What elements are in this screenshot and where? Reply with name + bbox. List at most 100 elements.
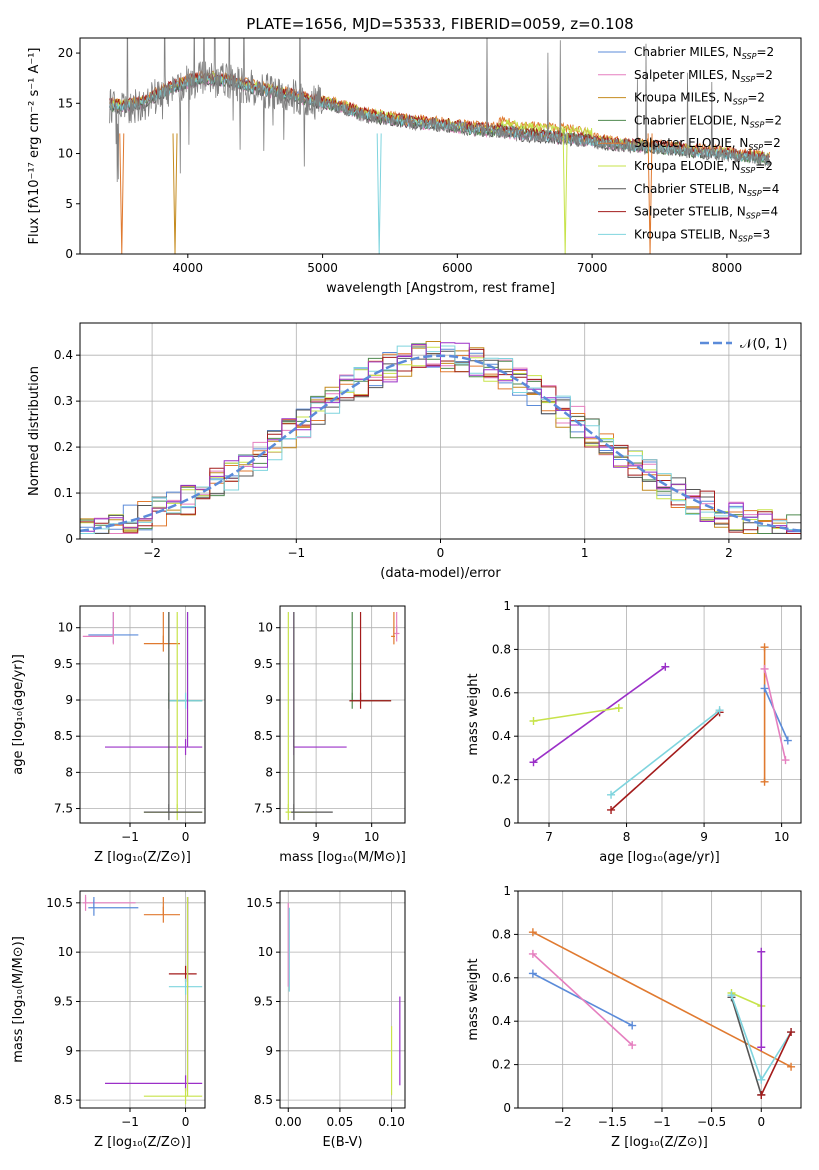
point-marker [607,805,616,814]
y-tick-label: 0.4 [492,1014,511,1028]
absorption-line [562,133,568,254]
axes-frame [517,605,802,824]
legend-label: Salpeter ELODIE, NSSP=2 [634,136,781,152]
y-tick-label: 7.5 [54,802,73,816]
x-tick-label: 2 [725,546,733,560]
x-tick-label: 10 [774,830,789,844]
axes-frame [517,890,802,1109]
x-tick-label: −1.5 [598,1115,627,1129]
y-tick-label: 0 [65,532,73,546]
y-tick-label: 9.5 [54,994,73,1008]
x-tick-label: 1 [581,546,589,560]
y-axis-label: age [log₁₀(age/yr)] [11,654,26,775]
y-tick-label: 0.4 [54,348,73,362]
axes-frame [279,605,406,824]
x-tick-label: −1 [121,830,139,844]
residual-panel: −2 −1 0 1 2 0 0.1 0.2 0.3 0.4 (data-model)/error No… [27,322,802,581]
y-tick-label: 8 [265,765,273,779]
x-tick-label: 8 [623,830,631,844]
x-tick-label: −1 [287,546,305,560]
point-marker [528,949,537,958]
y-tick-label: 7.5 [254,802,273,816]
y-tick-label: 0.2 [492,1058,511,1072]
y-tick-label: 9 [265,1044,273,1058]
y-tick-label: 0.2 [492,773,511,787]
legend-label: Chabrier ELODIE, NSSP=2 [634,113,782,129]
y-axis-label: mass weight [466,958,481,1040]
y-tick-label: 8.5 [254,729,273,743]
y-tick-label: 10.5 [246,896,273,910]
x-tick-label: −0.5 [697,1115,726,1129]
x-tick-label: 9 [312,830,320,844]
model-lines [109,38,771,254]
x-tick-label: 0 [182,830,190,844]
point-marker [528,928,537,937]
y-tick-label: 9.5 [254,657,273,671]
axes-frame [279,890,406,1109]
series-line [610,709,721,796]
y-tick-label: 8.5 [54,729,73,743]
x-tick-label: 7 [545,830,553,844]
y-tick-label: 8 [65,765,73,779]
legend: 𝒩(0, 1) [700,337,787,352]
series [528,928,796,1099]
absorption-line [172,133,178,254]
y-tick-label: 0 [503,816,511,830]
x-tick-label: 0.10 [378,1115,405,1129]
legend-label: Salpeter STELIB, NSSP=4 [634,205,778,221]
point-marker [787,1028,796,1037]
absorption-line [119,133,125,254]
y-tick-label: 0.3 [54,394,73,408]
x-tick-label: 0.05 [327,1115,354,1129]
legend-label: Chabrier MILES, NSSP=2 [634,45,774,61]
x-tick-label: 7000 [577,261,608,275]
point-marker [757,1075,766,1084]
x-axis-label: age [log₁₀(age/yr)] [599,850,720,865]
y-tick-label: 0.2 [54,440,73,454]
y-tick-label: 10 [58,147,73,161]
point-marker [760,684,769,693]
absorption-line [647,133,653,254]
point-marker [529,717,538,726]
y-axis-label: mass [log₁₀(M/M⊙)] [11,936,26,1063]
series-line [532,953,633,1046]
figure-title: PLATE=1656, MJD=53533, FIBERID=0059, z=0… [246,15,633,33]
errorbars [82,612,203,821]
y-tick-label: 9 [65,693,73,707]
point-marker [727,991,736,1000]
point-marker [783,736,792,745]
normal-curve [80,354,801,533]
absorption-line [376,133,382,254]
x-tick-label: 0 [437,546,445,560]
y-tick-label: 10 [258,621,273,635]
y-tick-label: 0.8 [492,927,511,941]
y-axis-label: Flux [fλ10⁻¹⁷ erg cm⁻² s⁻¹ A⁻¹] [27,48,42,245]
y-axis-label: mass weight [466,673,481,755]
y-tick-label: 15 [58,96,73,110]
axes-frame [79,890,206,1109]
y-tick-label: 1 [503,884,511,898]
point-marker [661,662,670,671]
y-tick-label: 0 [503,1101,511,1115]
series [529,643,792,814]
point-marker [628,1041,637,1050]
point-marker [757,947,766,956]
mass-weight-vs-Z-panel: −2 −1.5 −1 −0.5 0 0 0.2 0.4 0.6 0.8 1 Z [log₁₀(Z/Z⊙… [466,884,802,1150]
age-vs-mass-panel: 9 10 7.5 8 8.5 9 9.5 10 mass [log₁₀(M/M⊙)] [254,605,406,865]
point-marker [760,643,769,652]
y-tick-label: 9 [265,693,273,707]
y-tick-label: 0.6 [492,686,511,700]
x-tick-label: 0 [757,1115,765,1129]
mass-weight-vs-age-panel: 7 8 9 10 0 0.2 0.4 0.6 0.8 1 age [log₁₀(age/yr)] ma… [466,599,802,865]
errorbars [82,894,203,1105]
y-tick-label: 9 [65,1044,73,1058]
y-tick-label: 1 [503,599,511,613]
x-axis-label: E(B-V) [322,1135,362,1150]
y-tick-label: 8.5 [254,1093,273,1107]
y-tick-label: 0.6 [492,971,511,985]
x-tick-label: 0 [182,1115,190,1129]
series-line [731,992,762,1007]
series-line [763,688,789,741]
mass-vs-ebv-panel: 0.00 0.05 0.10 8.5 9 9.5 10 10.5 E(B-V) [246,890,406,1150]
